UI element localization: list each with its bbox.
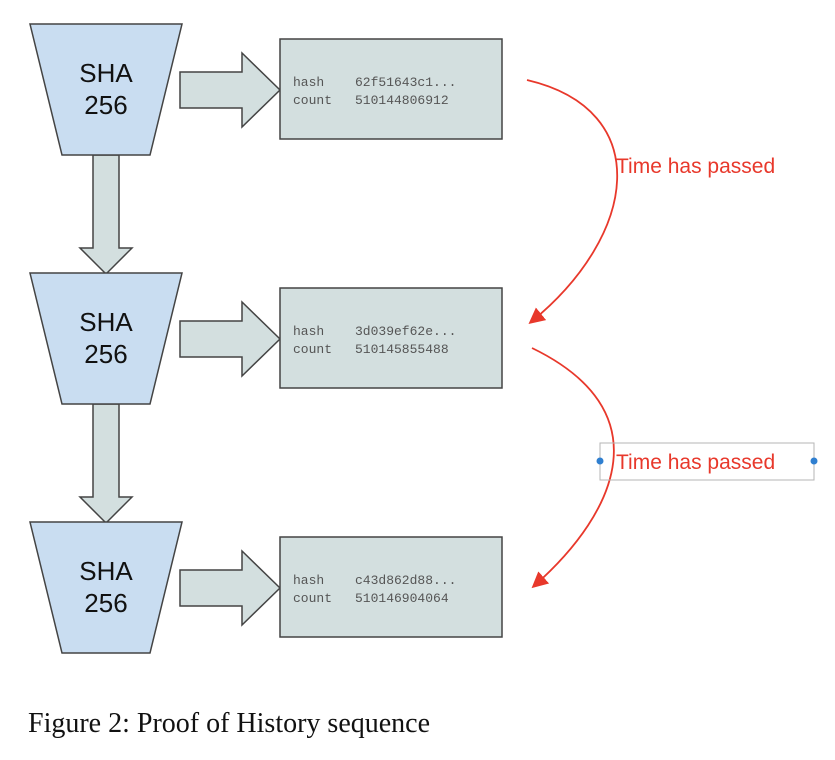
sha-label: SHA xyxy=(79,307,133,337)
hash-value: 62f51643c1... xyxy=(355,75,456,90)
right-arrow-3 xyxy=(179,549,282,627)
down-arrow-1 xyxy=(78,154,134,276)
count-value: 510146904064 xyxy=(355,591,449,606)
right-arrow-2 xyxy=(179,300,282,378)
resize-handle-left[interactable] xyxy=(596,457,604,465)
output-box-1: hash 62f51643c1... count 510144806912 xyxy=(279,38,503,140)
hash-label: hash xyxy=(293,75,324,90)
sha256-block-3: SHA 256 xyxy=(29,521,183,654)
resize-handle-right[interactable] xyxy=(810,457,818,465)
hash-label: hash xyxy=(293,573,324,588)
output-box-3: hash c43d862d88... count 510146904064 xyxy=(279,536,503,638)
figure-caption: Figure 2: Proof of History sequence xyxy=(28,708,431,739)
count-value: 510144806912 xyxy=(355,93,449,108)
time-passed-label-1: Time has passed xyxy=(616,155,775,178)
output-box-2: hash 3d039ef62e... count 510145855488 xyxy=(279,287,503,389)
hash-value: c43d862d88... xyxy=(355,573,456,588)
sha-label: SHA xyxy=(79,556,133,586)
sha-label: SHA xyxy=(79,58,133,88)
time-passed-label-2: Time has passed xyxy=(616,451,775,474)
sha-bits-label: 256 xyxy=(84,339,127,369)
hash-value: 3d039ef62e... xyxy=(355,324,456,339)
sha256-block-2: SHA 256 xyxy=(29,272,183,405)
time-arrow-1 xyxy=(526,79,619,325)
time-arrow-2 xyxy=(531,347,615,589)
count-label: count xyxy=(293,591,332,606)
sha-bits-label: 256 xyxy=(84,588,127,618)
count-label: count xyxy=(293,342,332,357)
right-arrow-1 xyxy=(179,51,282,129)
sha256-block-1: SHA 256 xyxy=(29,23,183,156)
count-label: count xyxy=(293,93,332,108)
selected-text-box[interactable]: Time has passed xyxy=(596,442,818,481)
sha-bits-label: 256 xyxy=(84,90,127,120)
hash-label: hash xyxy=(293,324,324,339)
count-value: 510145855488 xyxy=(355,342,449,357)
down-arrow-2 xyxy=(78,403,134,525)
